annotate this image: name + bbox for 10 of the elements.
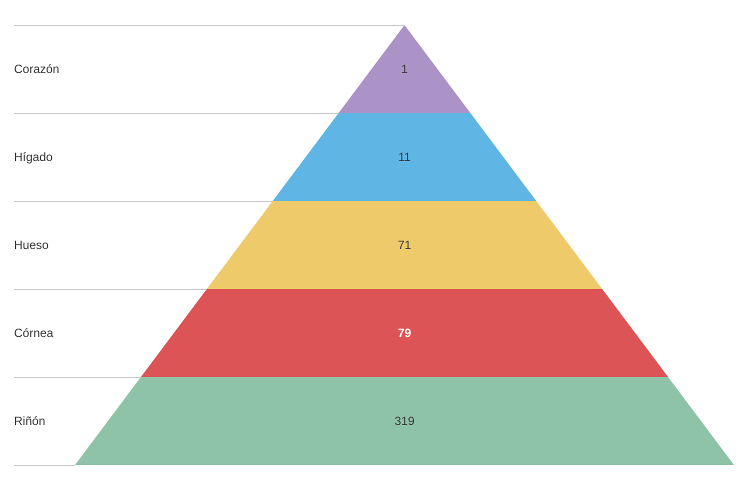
category-label: Hueso: [14, 238, 50, 252]
data-label: 79: [398, 326, 412, 340]
data-label: 11: [398, 150, 412, 164]
category-label: Hígado: [14, 150, 54, 164]
category-label: Riñón: [14, 414, 46, 428]
category-label: Corazón: [14, 62, 60, 76]
data-label: 1: [401, 62, 408, 76]
category-label: Córnea: [14, 326, 54, 340]
data-label: 319: [394, 414, 415, 428]
data-label: 71: [398, 238, 412, 252]
